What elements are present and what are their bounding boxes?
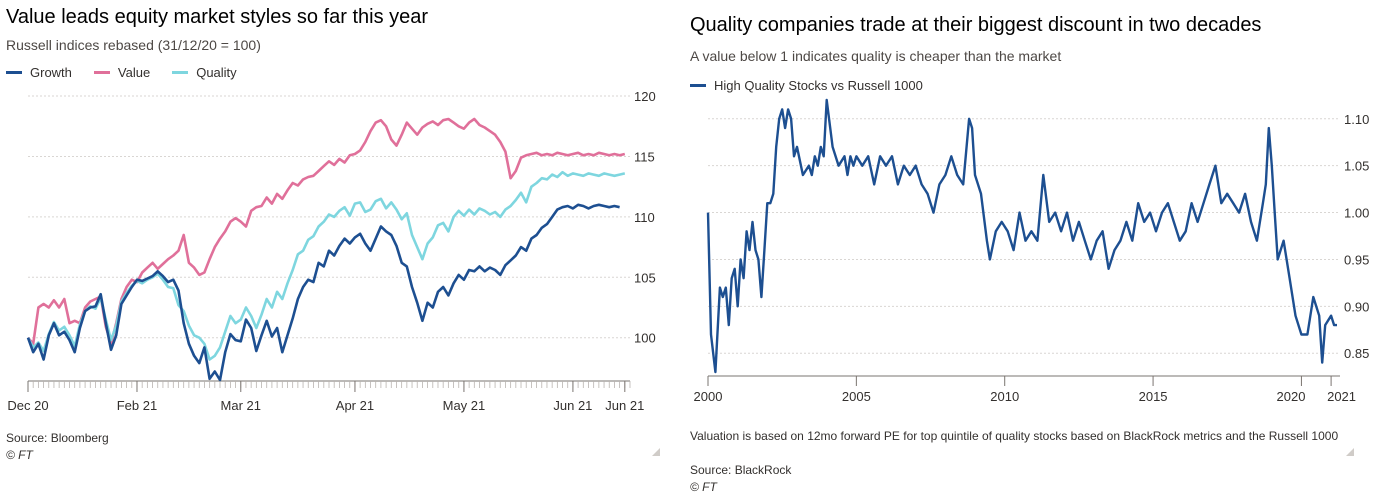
legend-item-quality: Quality (172, 65, 237, 80)
left-chart-plot: 100 105 110 115 120 Dec 20 Feb 21 Mar 21 Apr 21 M… (7, 89, 656, 413)
x-tick-label-2: Mar 21 (221, 398, 261, 413)
right-note: Valuation is based on 12mo forward PE fo… (690, 429, 1339, 443)
y-tick-label-5: 1.10 (1344, 112, 1369, 127)
y-tick-label-0: 0.85 (1344, 346, 1369, 361)
x-tick-label-2015: 2015 (1139, 389, 1168, 404)
left-chart-title: Value leads equity market styles so far … (6, 6, 429, 28)
legend-label-value: Value (117, 65, 151, 80)
left-chart-legend: Growth Value Quality (6, 65, 237, 80)
x-tick-label-2005: 2005 (842, 389, 871, 404)
left-resize-corner (652, 448, 660, 456)
y-tick-label-120: 120 (634, 89, 656, 104)
y-tick-label-105: 105 (634, 270, 656, 285)
right-ft-credit: © FT (690, 480, 717, 494)
y-tick-label-100: 100 (634, 331, 656, 346)
right-chart-title: Quality companies trade at their biggest… (690, 14, 1262, 36)
y-tick-label-110: 110 (634, 210, 655, 225)
y-tick-label-4: 1.05 (1344, 159, 1369, 174)
x-tick-label-1: Feb 21 (117, 398, 157, 413)
x-tick-label-2000: 2000 (694, 389, 723, 404)
legend-item-value: Value (93, 65, 151, 80)
right-resize-corner (1346, 448, 1354, 456)
x-tick-label-5: Jun 21 (553, 398, 592, 413)
right-chart-panel: Quality companies trade at their biggest… (686, 0, 1392, 502)
y-tick-label-1: 0.90 (1344, 299, 1369, 314)
left-chart-subtitle: Russell indices rebased (31/12/20 = 100) (6, 37, 261, 53)
legend-item-growth: Growth (6, 65, 72, 80)
y-tick-label-2: 0.95 (1344, 252, 1369, 267)
right-chart-plot: 0.85 0.90 0.95 1.00 1.05 1.10 2000 2005 2010 2015… (694, 98, 1369, 404)
legend-item-high-quality: High Quality Stocks vs Russell 1000 (690, 78, 923, 93)
series-line-growth (26, 203, 620, 382)
x-tick-label-0: Dec 20 (7, 398, 48, 413)
legend-label-high-quality: High Quality Stocks vs Russell 1000 (714, 78, 923, 93)
right-chart-legend: High Quality Stocks vs Russell 1000 (690, 78, 923, 93)
x-tick-label-2021: 2021 (1327, 389, 1356, 404)
right-source: Source: BlackRock (690, 463, 792, 477)
series-line-value (27, 117, 626, 346)
growth-swatch (6, 71, 22, 74)
y-tick-label-3: 1.00 (1344, 206, 1369, 221)
y-tick-label-115: 115 (634, 149, 655, 164)
x-tick-label-3: Apr 21 (336, 398, 374, 413)
series-line-high-quality (706, 98, 1337, 374)
left-chart-panel: Value leads equity market styles so far … (0, 0, 680, 502)
left-ft-credit: © FT (6, 448, 33, 462)
x-tick-label-2010: 2010 (990, 389, 1019, 404)
x-tick-label-6: Jun 21 (605, 398, 644, 413)
x-tick-label-4: May 21 (443, 398, 486, 413)
x-tick-label-2020: 2020 (1277, 389, 1306, 404)
value-swatch (93, 71, 110, 74)
left-source: Source: Bloomberg (6, 431, 109, 445)
high-quality-swatch (690, 84, 706, 87)
legend-label-quality: Quality (196, 65, 237, 80)
right-chart-subtitle: A value below 1 indicates quality is che… (690, 48, 1062, 64)
quality-swatch (172, 71, 189, 74)
legend-label-growth: Growth (30, 65, 72, 80)
